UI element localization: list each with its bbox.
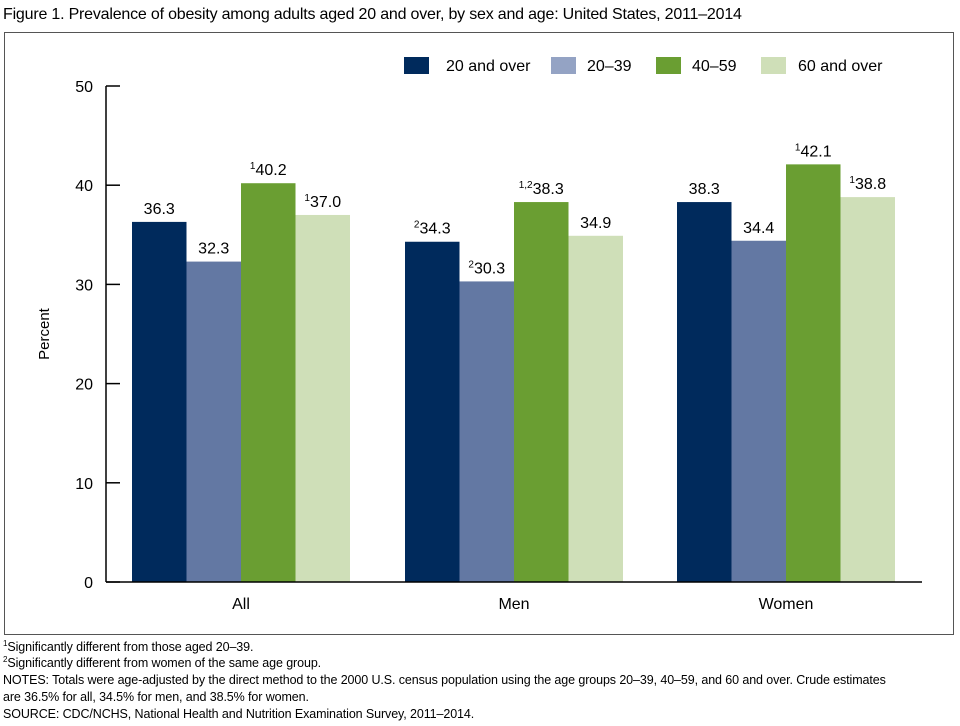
data-label: 234.3 — [414, 220, 451, 238]
x-tick-label: Women — [759, 596, 814, 613]
figure-title: Figure 1. Prevalence of obesity among ad… — [3, 6, 742, 23]
data-label-footnote-mark: 1 — [795, 142, 801, 153]
footnote-2-mark: 2 — [3, 655, 8, 664]
data-labels: 36.332.3140.2137.0234.3230.31,238.334.93… — [144, 142, 887, 277]
x-tick-label: Men — [498, 596, 529, 613]
data-label-value: 42.1 — [800, 143, 831, 160]
bar — [186, 261, 241, 582]
data-label-footnote-mark: 1 — [250, 161, 256, 172]
data-label: 34.9 — [580, 215, 611, 232]
data-label: 1,238.3 — [519, 180, 564, 198]
bar — [786, 164, 841, 583]
data-label-value: 30.3 — [474, 260, 505, 277]
legend-swatch — [404, 57, 429, 74]
data-label-value: 37.0 — [310, 194, 341, 211]
bar — [514, 202, 569, 582]
data-label: 34.4 — [743, 220, 774, 237]
legend-label: 20 and over — [446, 58, 531, 75]
data-label-value: 34.3 — [419, 221, 450, 238]
bar — [568, 235, 623, 583]
footnote-1-mark: 1 — [3, 639, 8, 648]
y-tick-label: 40 — [75, 178, 93, 195]
data-label: 137.0 — [304, 193, 341, 211]
bar — [731, 240, 786, 582]
footnote-2-text: Significantly different from women of th… — [7, 656, 322, 670]
data-label: 38.3 — [689, 181, 720, 198]
y-tick-label: 10 — [75, 476, 93, 493]
y-axis-title: Percent — [36, 307, 53, 360]
y-tick-label: 0 — [84, 575, 93, 592]
bars — [132, 164, 895, 583]
data-label: 138.8 — [849, 175, 886, 193]
legend-swatch — [551, 57, 576, 74]
data-label: 140.2 — [250, 161, 287, 179]
footnote-1: 1Significantly different from those aged… — [3, 639, 254, 654]
footnote-1-text: Significantly different from those aged … — [7, 640, 254, 654]
data-label-footnote-mark: 1 — [304, 193, 310, 204]
legend-label: 40–59 — [692, 58, 737, 75]
data-label-footnote-mark: 2 — [468, 259, 474, 270]
data-label-footnote-mark: 1,2 — [519, 180, 533, 191]
legend-label: 60 and over — [798, 58, 883, 75]
data-label-value: 40.2 — [255, 162, 286, 179]
footnote-2: 2Significantly different from women of t… — [3, 655, 322, 670]
y-tick-label: 50 — [75, 79, 93, 96]
bar — [241, 183, 296, 582]
data-label-footnote-mark: 2 — [414, 220, 420, 231]
bar — [405, 241, 460, 582]
y-tick-label: 20 — [75, 377, 93, 394]
data-label-value: 38.3 — [533, 181, 564, 198]
bar — [459, 281, 514, 582]
data-label: 230.3 — [468, 259, 505, 277]
notes-line-2: are 36.5% for all, 34.5% for men, and 38… — [3, 690, 309, 704]
notes-line-1: NOTES: Totals were age-adjusted by the d… — [3, 673, 886, 687]
x-tick-label: All — [232, 596, 250, 613]
axes: 0 10 20 30 40 50 Percent All Men Women — [36, 79, 922, 613]
chart-frame — [4, 32, 954, 635]
data-label-value: 38.8 — [855, 176, 886, 193]
y-tick-label: 30 — [75, 277, 93, 294]
legend-swatch — [656, 57, 681, 74]
legend-label: 20–39 — [587, 58, 632, 75]
legend: 20 and over 20–39 40–59 60 and over — [404, 57, 883, 75]
bar — [677, 202, 732, 582]
bar — [295, 214, 350, 582]
legend-swatch — [761, 57, 786, 74]
data-label: 36.3 — [144, 201, 175, 218]
data-label-footnote-mark: 1 — [849, 175, 855, 186]
source-note: SOURCE: CDC/NCHS, National Health and Nu… — [3, 707, 475, 721]
data-label: 142.1 — [795, 142, 832, 160]
bar — [840, 197, 895, 582]
data-label: 32.3 — [198, 241, 229, 258]
bar — [132, 221, 187, 583]
